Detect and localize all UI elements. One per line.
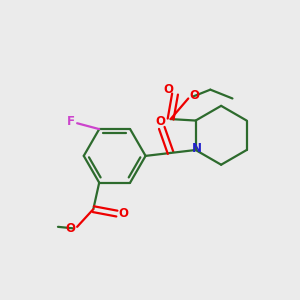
Text: F: F <box>67 115 75 128</box>
Text: N: N <box>192 142 202 155</box>
Text: O: O <box>190 89 200 102</box>
Text: O: O <box>164 83 174 96</box>
Text: O: O <box>66 222 76 235</box>
Text: O: O <box>155 115 165 128</box>
Text: O: O <box>118 207 128 220</box>
